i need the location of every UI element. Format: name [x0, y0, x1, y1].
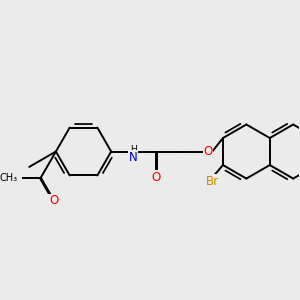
Text: O: O [49, 194, 58, 207]
Text: CH₃: CH₃ [0, 173, 17, 183]
Text: N: N [129, 151, 138, 164]
Text: Br: Br [206, 175, 219, 188]
Text: O: O [152, 171, 161, 184]
Text: H: H [130, 146, 137, 154]
Text: O: O [203, 145, 213, 158]
